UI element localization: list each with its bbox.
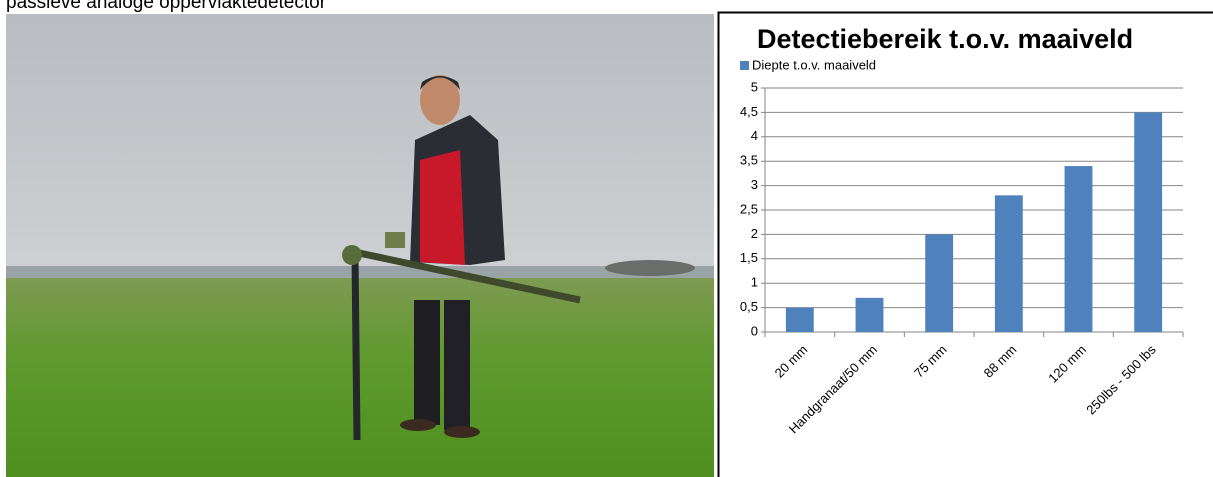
y-tick-label: 3,5: [740, 153, 758, 168]
caption: passieve analoge oppervlaktedetector: [6, 0, 327, 13]
photo: [6, 14, 714, 477]
y-tick-label: 4,5: [740, 104, 758, 119]
chart-title: Detectiebereik t.o.v. maaiveld: [757, 24, 1133, 54]
y-tick-label: 0: [751, 323, 758, 338]
legend-swatch: [740, 61, 749, 70]
bar: [1064, 166, 1093, 332]
y-tick-label: 2,5: [740, 201, 758, 216]
bar: [785, 307, 814, 332]
y-tick-label: 3: [751, 177, 758, 192]
bar: [925, 234, 954, 332]
y-tick-label: 2: [751, 226, 758, 241]
legend-label: Diepte t.o.v. maaiveld: [752, 57, 876, 72]
bar: [1134, 112, 1163, 333]
bar: [994, 195, 1023, 332]
bar: [855, 297, 884, 332]
y-tick-label: 1: [751, 275, 758, 290]
y-tick-label: 4: [751, 128, 758, 143]
y-tick-label: 1,5: [740, 250, 758, 265]
y-tick-label: 0,5: [740, 299, 758, 314]
y-tick-label: 5: [751, 79, 758, 94]
chart-frame: [717, 11, 1213, 477]
